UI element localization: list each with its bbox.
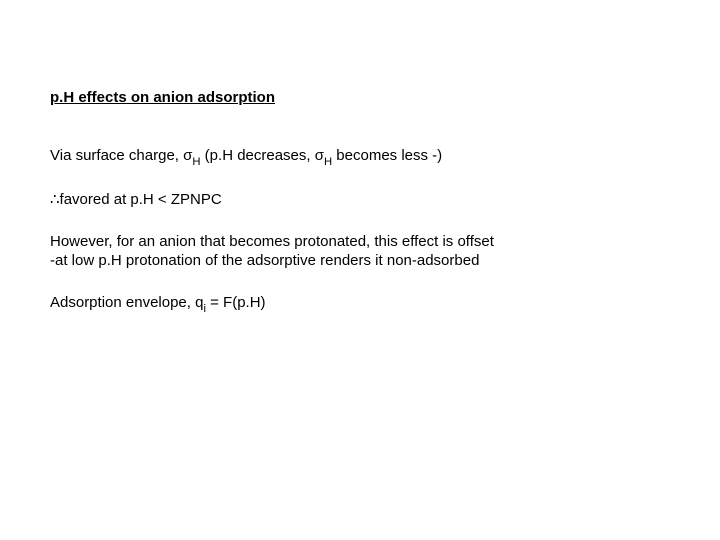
subscript-h: H bbox=[324, 156, 332, 168]
text-fragment: (p.H decreases, σ bbox=[201, 147, 324, 164]
text-fragment: Adsorption envelope, q bbox=[50, 294, 203, 311]
section-title: p.H effects on anion adsorption bbox=[50, 88, 670, 108]
text-fragment: becomes less -) bbox=[332, 147, 442, 164]
text-fragment: = F(p.H) bbox=[206, 294, 266, 311]
text-fragment: Via surface charge, σ bbox=[50, 147, 192, 164]
subscript-i: i bbox=[203, 303, 206, 315]
text-line: However, for an anion that becomes proto… bbox=[50, 233, 494, 250]
paragraph-surface-charge: Via surface charge, σH (p.H decreases, σ… bbox=[50, 146, 670, 169]
subscript-h: H bbox=[192, 156, 200, 168]
paragraph-favored: ∴favored at p.H < ZPNPC bbox=[50, 190, 670, 210]
text-line: -at low p.H protonation of the adsorptiv… bbox=[50, 252, 479, 269]
paragraph-envelope: Adsorption envelope, qi = F(p.H) bbox=[50, 293, 670, 316]
paragraph-however: However, for an anion that becomes proto… bbox=[50, 232, 670, 271]
